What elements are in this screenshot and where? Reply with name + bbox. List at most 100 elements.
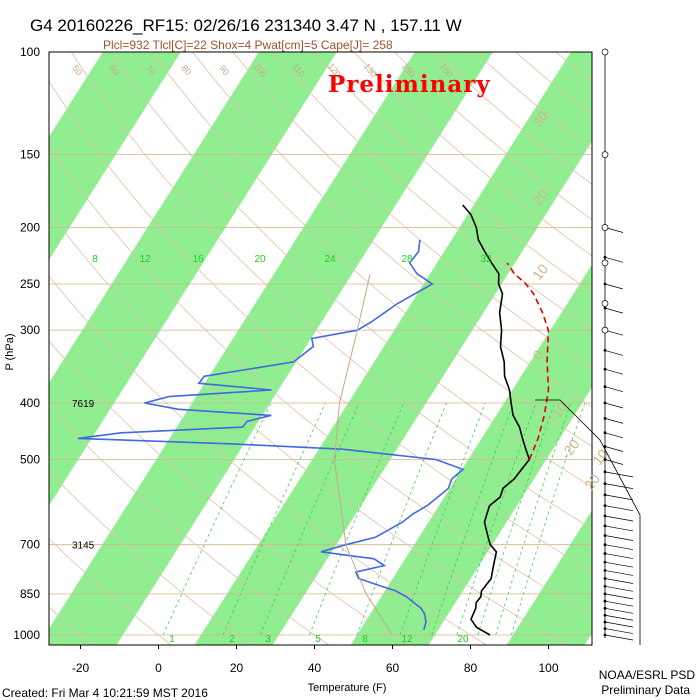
temperature-ticks: -20 0 20 40 60 80 100: [72, 645, 559, 675]
wind-dot: [603, 282, 607, 286]
adiabat-label: 80: [179, 63, 193, 77]
wind-dot: [603, 458, 607, 461]
wind-barb-column: [535, 48, 641, 645]
mixing-ratio-label: 8: [92, 254, 98, 265]
mixing-ratio-line: [356, 402, 447, 636]
wind-barb: [604, 471, 634, 478]
dry-adiabat: [49, 538, 172, 645]
wind-barb: [604, 283, 624, 290]
wind-dot: [603, 255, 607, 259]
wind-barb: [604, 628, 634, 634]
wind-dot: [603, 534, 607, 537]
wind-barb: [604, 418, 624, 424]
dry-adiabat: [192, 52, 592, 408]
wind-calm-circle: [601, 300, 609, 307]
preliminary-data-note: Preliminary Data: [601, 683, 690, 697]
wind-barb: [604, 525, 634, 532]
temperature-tick-label: 20: [230, 661, 244, 675]
stability-indices: Plcl=932 Tlcl[C]=22 Shox=4 Pwat[cm]=5 Ca…: [103, 38, 393, 52]
wind-barb: [604, 483, 634, 489]
wind-barb: [604, 621, 634, 628]
wind-dot: [603, 524, 607, 528]
temperature-trace: [462, 204, 531, 636]
isotherm-band: [49, 52, 493, 645]
wind-dot: [603, 627, 607, 630]
org-name: NOAA/ESRL PSD: [599, 668, 696, 682]
sounding-traces: [77, 204, 550, 636]
wind-calm-circle: [601, 151, 609, 159]
wind-dot: [603, 385, 607, 389]
pressure-tick-label: 500: [20, 452, 40, 466]
wind-dot: [603, 569, 607, 572]
mixing-ratio-label: 24: [324, 254, 336, 265]
pressure-tick-label: 100: [20, 45, 40, 59]
wind-barb: [604, 494, 634, 501]
wind-dot: [603, 584, 607, 588]
wind-calm-circle: [601, 259, 609, 267]
wind-barb: [604, 578, 634, 584]
wind-barb: [604, 585, 634, 592]
wind-dot: [603, 592, 607, 596]
mixing-ratio-label: 1: [169, 634, 175, 645]
adiabat-label: 70: [143, 63, 157, 77]
pressure-tick-label: 700: [20, 538, 40, 552]
parcel-trace: [506, 262, 550, 460]
chart-title: G4 20160226_RF15: 02/26/16 231340 3.47 N…: [30, 16, 462, 35]
wind-barb: [604, 561, 634, 568]
adiabat-label: 90: [217, 63, 231, 77]
wind-barb: [604, 593, 634, 600]
wind-barb: [604, 600, 634, 607]
wind-barb: [604, 350, 624, 356]
wind-dot: [603, 470, 607, 474]
wind-dot: [603, 504, 607, 508]
wind-barb: [604, 446, 624, 452]
dry-adiabat: [151, 52, 592, 447]
pressure-tick-label: 250: [20, 277, 40, 291]
wind-barb: [604, 607, 634, 614]
wind-barb: [604, 307, 624, 314]
temperature-tick-label: 40: [308, 661, 322, 675]
dry-adiabat: [49, 471, 251, 645]
plot-frame: [48, 51, 593, 646]
mixing-ratio-line: [222, 402, 326, 636]
mixing-ratio-label: 16: [192, 254, 204, 265]
wind-frame-line: [535, 399, 641, 645]
mixing-ratio-line: [399, 402, 486, 636]
y-axis-label: P (hPa): [4, 333, 16, 370]
isotherm-band: [49, 52, 337, 506]
mixing-ratio-label: 5: [315, 634, 321, 645]
wind-barb: [604, 634, 634, 641]
pressure-tick-label: 300: [20, 323, 40, 337]
dry-adiabat: [49, 210, 567, 645]
dry-adiabat: [273, 52, 592, 331]
wind-barb: [604, 535, 634, 541]
mixing-ratio-line: [162, 402, 272, 636]
wind-calm-circle: [601, 48, 609, 56]
isotherm-band: [650, 22, 700, 665]
wind-dot: [603, 416, 607, 420]
wind-barb: [604, 553, 634, 559]
wind-dot: [603, 613, 607, 617]
isotherm-bands: [49, 22, 700, 665]
wind-dot: [603, 482, 607, 486]
preliminary-watermark: Preliminary: [328, 71, 491, 98]
wind-dot: [603, 493, 607, 497]
temperature-tick-label: 60: [386, 661, 400, 675]
mixing-ratio-label: 28: [401, 254, 413, 265]
dry-adiabat: [49, 340, 409, 645]
wind-dot: [603, 431, 607, 435]
wind-dot: [603, 367, 607, 371]
mixing-ratio-line: [259, 402, 360, 636]
mixing-ratio-label: 3: [265, 634, 271, 645]
height-label: 7619: [72, 399, 95, 410]
adiabat-label: 60: [107, 63, 121, 77]
pressure-tick-label: 200: [20, 221, 40, 235]
wind-calm-circle: [601, 224, 609, 231]
wind-dot: [603, 633, 607, 637]
wind-dot: [603, 349, 607, 352]
temperature-tick-label: 100: [538, 661, 558, 675]
dry-adiabat: [71, 52, 592, 530]
dry-adiabat: [111, 52, 592, 488]
wind-dot: [603, 552, 607, 555]
